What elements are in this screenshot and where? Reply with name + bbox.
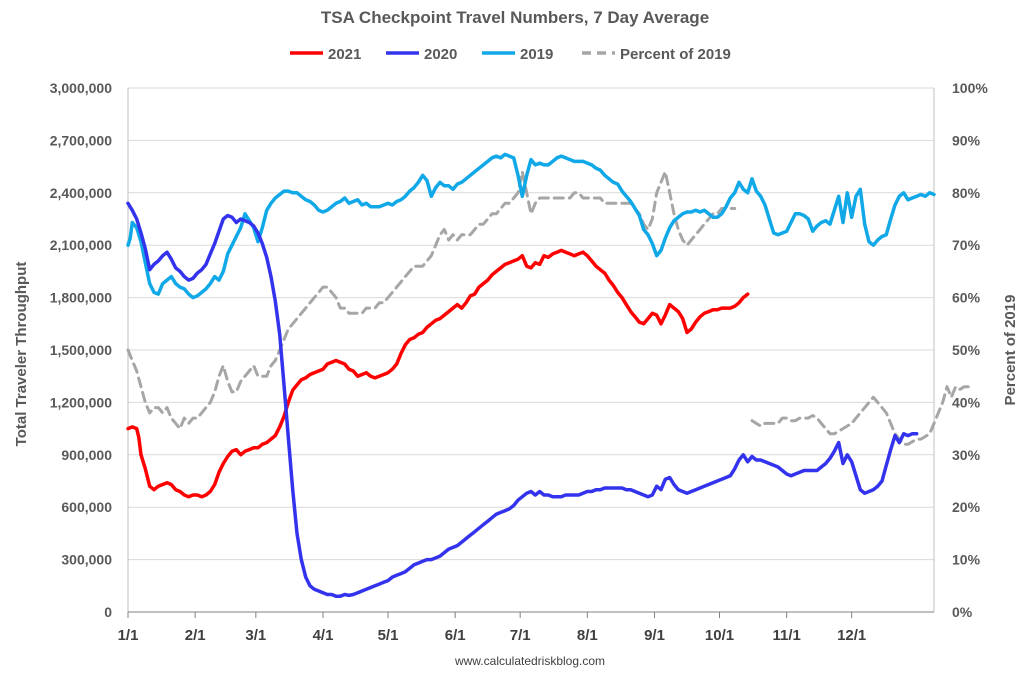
y2-tick-label: 50% [952,342,981,358]
source-credit: www.calculatedriskblog.com [454,654,605,668]
series-line-percent-of-2019 [126,170,737,431]
x-tick-label: 11/1 [772,627,800,644]
x-tick-label: 10/1 [705,627,734,644]
x-tick-label: 3/1 [245,627,266,644]
y-axis-label: Total Traveler Throughput [13,262,30,447]
legend: 2021 2020 2019 Percent of 2019 [290,46,731,63]
y2-tick-label: 60% [952,290,981,306]
y-tick-label: 1,500,000 [50,342,112,358]
y2-tick-label: 70% [952,237,981,253]
series-line-2019 [126,152,936,300]
x-tick-label: 8/1 [577,627,598,644]
legend-label-2019: 2019 [520,46,553,63]
y-tick-label: 0 [104,604,112,620]
series-line-percent-of-2019 [750,385,971,446]
y2-tick-label: 10% [952,552,981,568]
y-tick-label: 2,700,000 [50,132,112,148]
x-tick-label: 4/1 [313,627,334,644]
x-tick-label: 6/1 [445,627,466,644]
y-tick-label: 3,000,000 [50,80,112,96]
y-tick-label: 1,200,000 [50,394,112,410]
series-line-2020 [126,201,919,599]
y2-tick-label: 90% [952,132,981,148]
x-tick-label: 12/1 [837,627,866,644]
y-tick-label: 600,000 [61,499,112,515]
y2-tick-label: 0% [952,604,973,620]
y2-tick-label: 80% [952,185,981,201]
series-line-2021 [126,248,750,499]
chart-title: TSA Checkpoint Travel Numbers, 7 Day Ave… [321,8,709,27]
x-tick-label: 5/1 [378,627,399,644]
x-tick-label: 2/1 [185,627,206,644]
x-tick-label: 7/1 [510,627,531,644]
axes: 0 300,000 600,000 900,000 1,200,000 1,500,000… [50,80,989,644]
y2-tick-label: 20% [952,499,981,515]
legend-label-2021: 2021 [328,46,361,63]
y-tick-label: 2,100,000 [50,237,112,253]
y2-tick-label: 100% [952,80,988,96]
legend-label-2020: 2020 [424,46,457,63]
y-tick-label: 1,800,000 [50,290,112,306]
legend-label-percent-of-2019: Percent of 2019 [620,46,731,63]
y-tick-label: 900,000 [61,447,112,463]
y2-tick-label: 30% [952,447,981,463]
x-tick-label: 9/1 [644,627,665,644]
y-tick-label: 300,000 [61,552,112,568]
x-tick-label: 1/1 [118,627,139,644]
plot-area [126,152,971,599]
y2-axis-label: Percent of 2019 [1002,295,1019,406]
y2-tick-label: 40% [952,394,981,410]
y-tick-label: 2,400,000 [50,185,112,201]
